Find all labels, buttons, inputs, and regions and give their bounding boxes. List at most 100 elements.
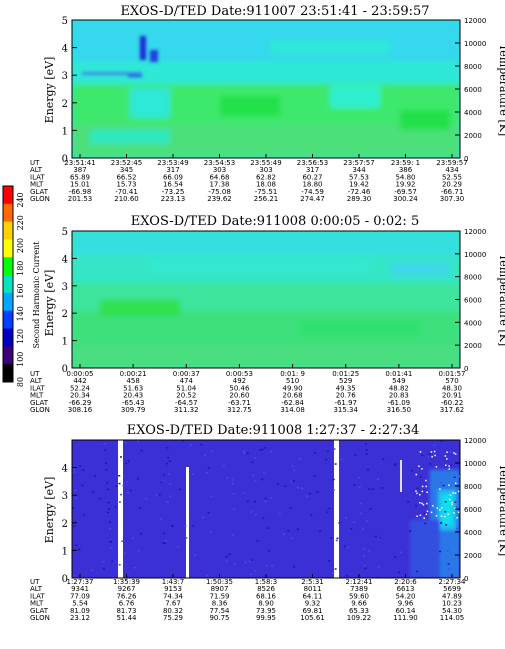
ephemeris-cell: 2:27:34 [439,578,467,586]
temperature-tick-label: 12000 [464,17,486,25]
noise-speck [163,473,166,476]
ephemeris-row-label: ILAT [30,592,45,600]
colorbar-segment [3,292,13,312]
ephemeris-row-label: UT [30,578,40,586]
ephemeris-cell: 111.90 [393,614,418,622]
ephemeris-cell: 0:01:57 [439,370,466,378]
noise-speck [123,441,126,444]
noise-speck [182,440,185,442]
noise-speck [261,478,264,481]
noise-speck [365,453,368,455]
noise-speck [74,489,77,492]
noise-speck [249,573,252,575]
energy-tick-label: 3 [62,71,68,82]
noise-speck [407,500,410,503]
ephemeris-row-label: UT [30,370,40,378]
ephemeris-cell: -65.43 [122,399,145,407]
ephemeris-cell: 0:01:41 [385,370,412,378]
noise-speck [426,502,428,505]
ephemeris-cell: 49.90 [283,384,303,392]
ephemeris-cell: 289.30 [347,195,372,203]
ephemeris-row-label: UT [30,159,40,167]
ephemeris-cell: 50.46 [229,384,250,392]
noise-speck [94,475,97,477]
noise-speck [305,495,308,497]
noise-speck [425,485,427,488]
ephemeris-cell: 66.52 [116,173,136,181]
noise-speck [411,469,414,472]
noise-speck [346,546,349,549]
energy-tick-label: 1 [62,337,68,348]
noise-speck [448,465,450,467]
noise-speck [200,443,203,446]
noise-speck [263,447,266,449]
noise-speck [345,517,348,519]
ephemeris-cell: -74.59 [301,188,324,196]
ephemeris-cell: 20.76 [336,392,357,400]
noise-speck [456,517,458,519]
ephemeris-cell: 51.63 [123,384,143,392]
ephemeris-cell: 73.95 [256,607,276,615]
ephemeris-cell: 69.81 [302,607,322,615]
noise-speck [376,478,379,481]
ephemeris-cell: 105.61 [300,614,325,622]
noise-speck [168,460,171,463]
noise-speck [242,450,245,452]
temperature-tick-label: 4000 [464,109,482,117]
noise-speck [133,566,136,569]
ephemeris-cell: 1:35:39 [113,578,140,586]
noise-speck [225,560,228,563]
colorbar-label: Second Harmonic Current [32,241,41,349]
noise-speck [425,513,428,516]
temperature-tick-label: 4000 [464,529,482,537]
ephemeris-cell: -66.98 [69,188,92,196]
noise-speck [425,479,427,482]
ephemeris-cell: 309.79 [121,406,146,414]
noise-speck [228,553,231,556]
ephemeris-cell: -63.71 [228,399,251,407]
noise-speck [327,450,330,453]
ephemeris-cell: 6613 [397,585,415,593]
noise-speck [171,525,174,527]
ephemeris-cell: 99.95 [256,614,276,622]
noise-speck [231,479,234,481]
noise-speck [447,567,450,570]
noise-speck [361,528,364,530]
noise-speck [426,510,429,512]
noise-speck [127,460,130,462]
ephemeris-cell: 315.34 [333,406,358,414]
temperature-tick-label: 8000 [464,483,482,491]
temperature-tick-label: 12000 [464,437,486,445]
noise-speck [105,469,108,471]
noise-speck [249,560,252,562]
ephemeris-cell: 10.23 [442,600,462,608]
noise-speck [430,451,433,453]
colorbar-tick-label: 140 [16,306,25,321]
noise-speck [210,495,213,498]
energy-tick-label: 3 [62,282,68,293]
noise-speck [140,449,143,452]
noise-speck [364,567,367,570]
ephemeris-cell: 274.47 [300,195,325,203]
ephemeris-cell: 17.38 [209,181,229,189]
noise-speck [446,451,448,453]
ephemeris-cell: 16.54 [163,181,184,189]
panel-1: EXOS-D/TED Date:911007 23:51:41 - 23:59:… [30,4,505,203]
noise-speck [456,527,459,530]
noise-speck [447,513,449,516]
ephemeris-cell: 549 [392,377,405,385]
colorbar-tick-label: 120 [16,329,25,344]
panel-3-gap-2 [186,467,189,578]
noise-speck [422,503,425,506]
noise-speck [377,566,380,568]
noise-speck [251,461,254,464]
noise-speck [121,540,124,543]
noise-speck [377,576,380,578]
noise-speck [115,485,118,487]
ephemeris-cell: 314.08 [280,406,305,414]
noise-speck [296,486,299,489]
colorbar-segment [3,186,13,205]
noise-speck [316,491,319,493]
noise-speck [114,505,117,508]
noise-speck [264,501,267,503]
